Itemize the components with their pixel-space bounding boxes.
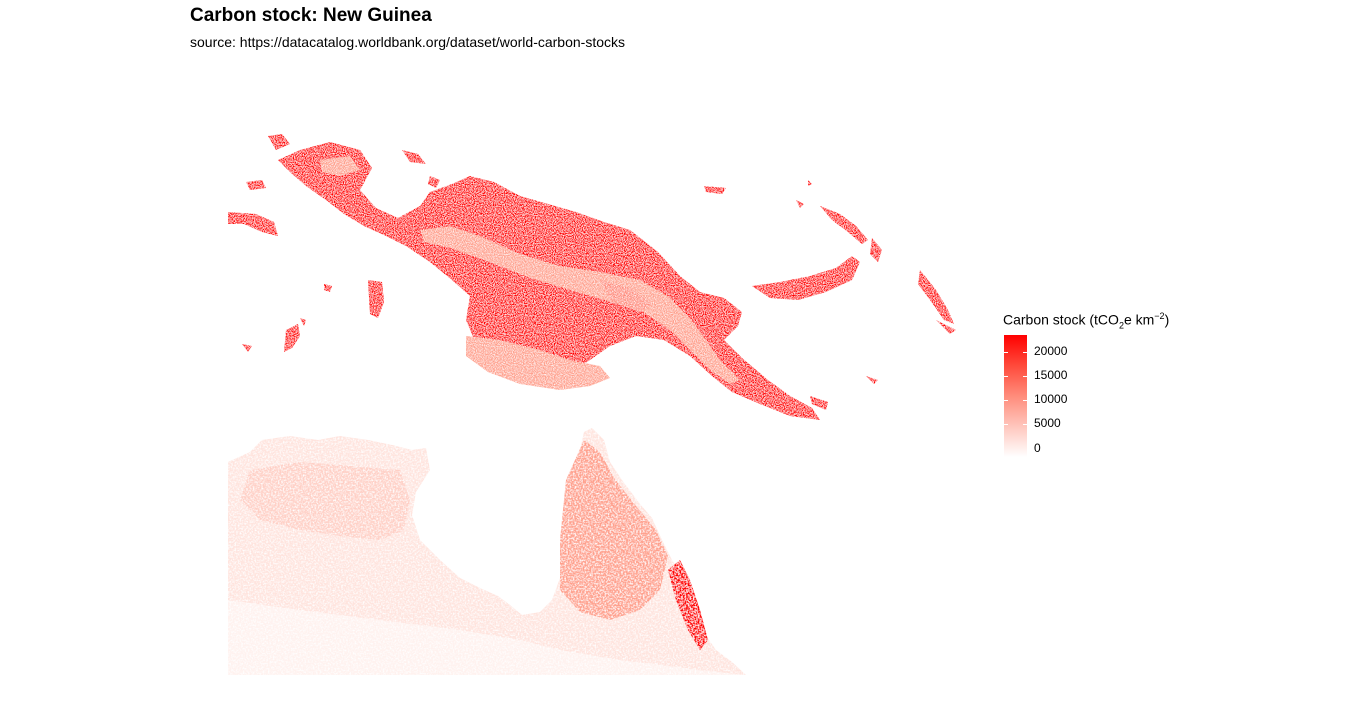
legend-label-0: 0 — [1034, 441, 1041, 455]
chart-title: Carbon stock: New Guinea — [190, 5, 432, 26]
legend-title-unit: e km — [1123, 311, 1155, 328]
legend-title-subscript: 2 — [1118, 320, 1124, 331]
legend-label-20000: 20000 — [1034, 344, 1068, 358]
chart-subtitle: source: https://datacatalog.worldbank.or… — [190, 34, 626, 50]
legend-title-superscript: −2 — [1154, 311, 1165, 321]
legend-label-5000: 5000 — [1034, 416, 1061, 430]
legend-label-10000: 10000 — [1034, 392, 1068, 406]
islands — [228, 134, 956, 410]
legend-title-text: Carbon stock (tCO — [1003, 311, 1119, 328]
legend-title: Carbon stock (tCO2e km−2) — [1003, 311, 1169, 330]
legend-color-bar — [1004, 335, 1027, 457]
australia-landmass — [228, 428, 746, 675]
legend-title-close: ) — [1164, 311, 1170, 328]
new-guinea-mainland — [278, 142, 820, 420]
legend-label-15000: 15000 — [1034, 368, 1068, 382]
